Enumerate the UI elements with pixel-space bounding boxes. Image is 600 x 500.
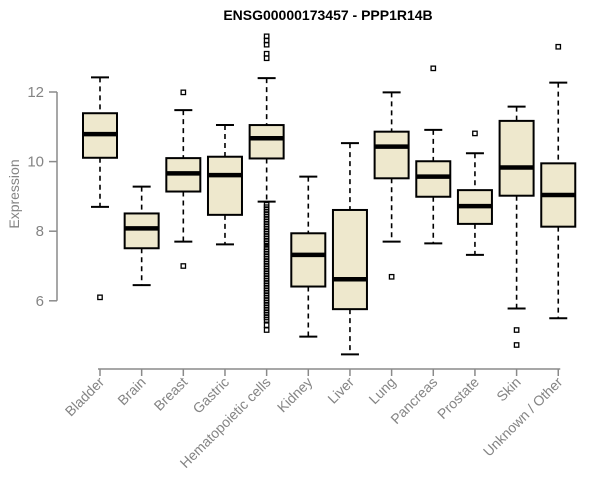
outlier-point: [180, 89, 187, 96]
y-axis-tick-label: 8: [36, 223, 44, 240]
outlier-point: [472, 130, 478, 137]
outlier-point: [97, 294, 103, 301]
boxplot-lung: [373, 91, 410, 280]
iqr-box: [123, 212, 160, 250]
iqr-box: [415, 160, 452, 198]
boxplot-liver: [331, 142, 368, 356]
x-axis-category-label: Kidney: [274, 374, 316, 416]
outlier-point: [263, 317, 270, 323]
iqr-box: [373, 130, 410, 180]
outlier-point: [555, 43, 562, 50]
boxplot-prostate: [456, 130, 493, 256]
x-axis-category-label: Brain: [114, 374, 148, 408]
boxplot-skin: [498, 105, 535, 348]
x-axis-category-label: Breast: [151, 374, 191, 414]
boxplot-kidney: [290, 175, 327, 338]
y-axis-tick-label: 12: [27, 84, 44, 101]
boxplot-gastric: [206, 124, 243, 246]
outlier-point: [263, 55, 270, 62]
outlier-point: [388, 273, 395, 280]
outlier-point: [263, 240, 270, 247]
outlier-point: [513, 327, 520, 333]
boxplot-brain: [123, 185, 160, 287]
x-axis-category-label: Prostate: [434, 374, 482, 422]
iqr-box: [331, 208, 368, 311]
outlier-point: [263, 322, 270, 329]
iqr-box: [206, 155, 243, 216]
boxplot-unknown-other: [540, 43, 577, 320]
x-axis-category-label: Skin: [493, 374, 524, 405]
boxplot-bladder: [82, 76, 118, 301]
boxplot-breast: [165, 89, 202, 269]
x-axis-category-label: Lung: [365, 374, 398, 407]
iqr-box: [290, 232, 327, 288]
outlier-point: [263, 50, 270, 57]
outlier-point: [263, 327, 270, 333]
outlier-point: [513, 342, 520, 348]
y-axis-tick-label: 10: [27, 154, 44, 171]
boxplot-pancreas: [415, 65, 452, 245]
x-axis-category-label: Unknown / Other: [480, 374, 566, 460]
iqr-box: [248, 124, 285, 160]
x-axis-category-label: Liver: [324, 374, 357, 407]
x-axis-category-label: Bladder: [62, 374, 108, 420]
chart-title: ENSG00000173457 - PPP1R14B: [223, 7, 433, 23]
iqr-box: [498, 119, 535, 197]
outlier-point: [263, 41, 270, 48]
y-axis-tick-label: 6: [36, 293, 44, 310]
outlier-point: [430, 65, 437, 72]
outlier-point: [180, 263, 187, 269]
boxplot-hematopoietic-cells: [248, 33, 285, 333]
